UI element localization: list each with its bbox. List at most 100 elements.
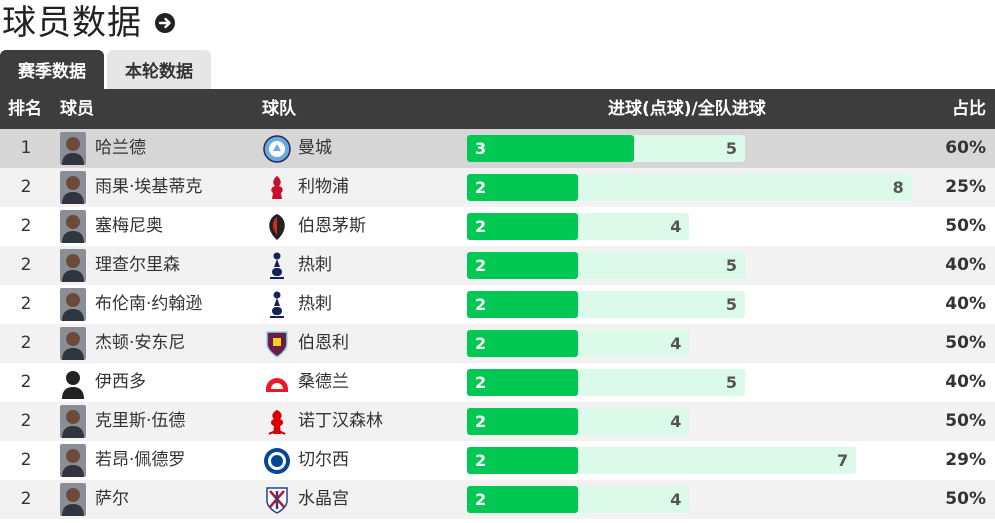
team-goals-value: 5 [725,295,737,314]
rank-cell: 2 [20,489,32,509]
player-goals-value: 2 [475,451,487,470]
player-name[interactable]: 杰顿·安东尼 [95,333,186,353]
tab-season-stats[interactable]: 赛季数据 [0,50,104,89]
player-avatar [60,366,86,399]
header-pct: 占比 [952,99,986,119]
player-goals-bar [467,330,579,357]
player-goals-bar [467,135,634,162]
table-header: 排名 球员 球队 进球(点球)/全队进球 占比 [0,89,995,129]
rank-cell: 2 [20,177,32,197]
player-name[interactable]: 理查尔里森 [95,255,180,275]
team-goals-value: 4 [670,334,682,353]
bournemouth-crest-icon [262,211,292,242]
rank-cell: 2 [20,255,32,275]
rank-cell: 2 [20,450,32,470]
player-goals-bar [467,252,579,279]
player-name[interactable]: 萨尔 [95,489,129,509]
team-name[interactable]: 曼城 [298,138,332,158]
player-goals-value: 3 [475,139,487,158]
player-avatar [60,249,86,282]
table-row[interactable]: 2 伊西多 桑德兰 2 5 40% [0,363,995,402]
team-goals-value: 5 [725,373,737,392]
player-name[interactable]: 布伦南·约翰逊 [95,294,203,314]
player-avatar [60,171,86,204]
goal-share-value: 40% [945,255,986,275]
player-name[interactable]: 若昂·佩德罗 [95,450,186,470]
player-name[interactable]: 克里斯·伍德 [95,411,186,431]
team-goals-value: 4 [670,490,682,509]
tab-round-stats[interactable]: 本轮数据 [107,50,211,89]
player-goals-value: 2 [475,490,487,509]
player-name[interactable]: 雨果·埃基蒂克 [95,177,203,197]
player-goals-bar [467,291,579,318]
chelsea-crest-icon [262,445,292,476]
team-goals-value: 4 [670,412,682,431]
player-goals-bar [467,174,579,201]
team-name[interactable]: 伯恩茅斯 [298,216,366,236]
player-avatar [60,327,86,360]
table-row[interactable]: 2 塞梅尼奥 伯恩茅斯 2 4 50% [0,207,995,246]
nottingham-forest-crest-icon [262,406,292,437]
rank-cell: 2 [20,372,32,392]
tottenham-crest-icon [262,250,292,281]
table-row[interactable]: 2 杰顿·安东尼 伯恩利 2 4 50% [0,324,995,363]
player-name[interactable]: 塞梅尼奥 [95,216,163,236]
tab-bar: 赛季数据 本轮数据 [0,50,214,89]
player-goals-bar [467,369,579,396]
table-row[interactable]: 2 理查尔里森 热刺 2 5 40% [0,246,995,285]
player-avatar [60,405,86,438]
player-stats-table: 排名 球员 球队 进球(点球)/全队进球 占比 1 哈兰德 曼城 3 5 60% 2 雨果·埃… [0,89,995,519]
team-goals-value: 5 [725,139,737,158]
liverpool-crest-icon [262,172,292,203]
goal-share-value: 60% [945,138,986,158]
player-goals-bar [467,408,579,435]
player-goals-bar [467,213,579,240]
team-goals-value: 7 [837,451,849,470]
table-row[interactable]: 2 布伦南·约翰逊 热刺 2 5 40% [0,285,995,324]
table-row[interactable]: 2 克里斯·伍德 诺丁汉森林 2 4 50% [0,402,995,441]
team-name[interactable]: 利物浦 [298,177,349,197]
sunderland-crest-icon [262,367,292,398]
player-goals-value: 2 [475,412,487,431]
player-avatar [60,483,86,516]
rank-cell: 2 [20,216,32,236]
rank-cell: 2 [20,411,32,431]
player-goals-value: 2 [475,334,487,353]
table-row[interactable]: 2 萨尔 水晶宫 2 4 50% [0,480,995,519]
rank-cell: 2 [20,333,32,353]
team-name[interactable]: 水晶宫 [298,489,349,509]
crystal-palace-crest-icon [262,484,292,515]
goal-share-value: 50% [945,333,986,353]
table-row[interactable]: 2 若昂·佩德罗 切尔西 2 7 29% [0,441,995,480]
team-name[interactable]: 热刺 [298,255,332,275]
page-title: 球员数据 [2,3,142,43]
header-player: 球员 [60,99,94,119]
team-name[interactable]: 热刺 [298,294,332,314]
player-name[interactable]: 伊西多 [95,372,146,392]
player-goals-value: 2 [475,178,487,197]
team-name[interactable]: 伯恩利 [298,333,349,353]
table-body: 1 哈兰德 曼城 3 5 60% 2 雨果·埃基蒂克 利物浦 2 8 25% 2 塞梅尼奥 伯恩茅斯 2 4 50… [0,129,995,519]
player-goals-bar [467,447,579,474]
player-name[interactable]: 哈兰德 [95,138,146,158]
team-name[interactable]: 桑德兰 [298,372,349,392]
team-goals-value: 5 [725,256,737,275]
man-city-crest-icon [262,133,292,164]
player-goals-value: 2 [475,217,487,236]
goal-share-value: 40% [945,372,986,392]
arrow-right-circle-icon[interactable] [154,12,176,34]
burnley-crest-icon [262,328,292,359]
player-avatar [60,288,86,321]
header: 球员数据 [0,0,176,46]
player-goals-bar [467,486,579,513]
table-row[interactable]: 2 雨果·埃基蒂克 利物浦 2 8 25% [0,168,995,207]
team-name[interactable]: 切尔西 [298,450,349,470]
player-avatar [60,444,86,477]
player-goals-value: 2 [475,295,487,314]
rank-cell: 1 [20,138,32,158]
goal-share-value: 25% [945,177,986,197]
header-rank: 排名 [8,99,42,119]
table-row[interactable]: 1 哈兰德 曼城 3 5 60% [0,129,995,168]
goal-share-value: 50% [945,411,986,431]
team-name[interactable]: 诺丁汉森林 [298,411,383,431]
